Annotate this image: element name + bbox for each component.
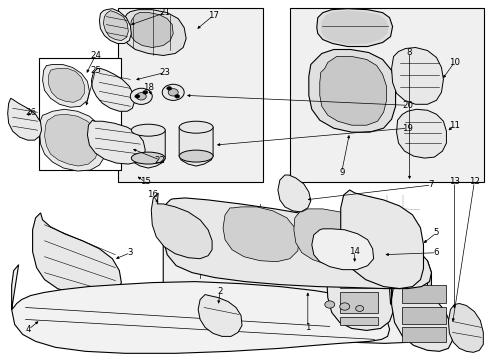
- Polygon shape: [163, 198, 430, 289]
- Circle shape: [324, 301, 334, 308]
- Polygon shape: [33, 213, 121, 298]
- Bar: [401, 328, 446, 342]
- Text: 2: 2: [217, 287, 223, 296]
- Polygon shape: [44, 114, 98, 166]
- Circle shape: [355, 306, 363, 311]
- Polygon shape: [87, 120, 145, 164]
- Bar: [339, 318, 377, 325]
- Polygon shape: [326, 256, 393, 330]
- Ellipse shape: [179, 121, 213, 133]
- Text: 14: 14: [348, 247, 360, 256]
- Polygon shape: [163, 240, 430, 343]
- Text: 20: 20: [401, 101, 412, 110]
- Polygon shape: [447, 303, 482, 352]
- Polygon shape: [130, 13, 173, 48]
- Polygon shape: [320, 11, 388, 45]
- Polygon shape: [123, 10, 186, 55]
- Text: 16: 16: [146, 190, 158, 199]
- Circle shape: [136, 93, 146, 100]
- Circle shape: [162, 84, 184, 100]
- Text: 22: 22: [154, 156, 165, 165]
- Circle shape: [339, 303, 349, 310]
- Polygon shape: [389, 250, 451, 351]
- Polygon shape: [198, 294, 242, 336]
- Text: 23: 23: [160, 68, 170, 77]
- Polygon shape: [311, 229, 373, 270]
- Text: 25: 25: [90, 66, 101, 75]
- Text: 7: 7: [428, 180, 433, 189]
- Polygon shape: [8, 98, 41, 140]
- Ellipse shape: [131, 152, 165, 164]
- Text: 13: 13: [448, 177, 459, 186]
- Ellipse shape: [179, 150, 213, 162]
- Polygon shape: [131, 130, 165, 168]
- Polygon shape: [12, 265, 389, 353]
- Circle shape: [168, 89, 178, 96]
- Text: 15: 15: [140, 177, 150, 186]
- Circle shape: [130, 88, 152, 104]
- Polygon shape: [91, 68, 134, 111]
- Polygon shape: [223, 207, 298, 262]
- Polygon shape: [151, 193, 212, 259]
- Polygon shape: [396, 109, 446, 158]
- Bar: [401, 285, 446, 302]
- Circle shape: [174, 94, 179, 98]
- Text: 18: 18: [142, 83, 153, 92]
- Polygon shape: [103, 11, 128, 41]
- Bar: [289, 8, 483, 182]
- Polygon shape: [40, 109, 105, 171]
- Polygon shape: [391, 48, 443, 104]
- Text: 11: 11: [448, 121, 459, 130]
- Text: 21: 21: [160, 8, 170, 17]
- Polygon shape: [308, 50, 395, 132]
- Polygon shape: [99, 9, 131, 44]
- Polygon shape: [319, 57, 386, 125]
- Circle shape: [135, 94, 140, 98]
- Bar: [118, 8, 263, 182]
- Text: 10: 10: [448, 58, 459, 67]
- Circle shape: [142, 90, 147, 94]
- Polygon shape: [42, 64, 89, 107]
- Polygon shape: [277, 175, 310, 212]
- Polygon shape: [48, 68, 84, 102]
- Text: 4: 4: [26, 325, 31, 334]
- Bar: [39, 58, 121, 170]
- Text: 1: 1: [305, 323, 310, 332]
- Text: 3: 3: [127, 248, 133, 257]
- Text: 26: 26: [25, 108, 36, 117]
- Polygon shape: [340, 190, 423, 289]
- Bar: [401, 306, 446, 324]
- Bar: [339, 266, 377, 288]
- Text: 17: 17: [207, 11, 218, 20]
- Polygon shape: [427, 261, 430, 327]
- Text: 24: 24: [90, 51, 101, 60]
- Text: 9: 9: [338, 167, 344, 176]
- Polygon shape: [316, 9, 392, 46]
- Text: 5: 5: [433, 228, 438, 237]
- Polygon shape: [293, 209, 374, 267]
- Ellipse shape: [131, 124, 165, 136]
- Polygon shape: [179, 127, 213, 166]
- Circle shape: [166, 86, 171, 90]
- Bar: [339, 292, 377, 314]
- Text: 19: 19: [401, 124, 412, 133]
- Text: 6: 6: [433, 248, 438, 257]
- Text: 12: 12: [468, 177, 479, 186]
- Text: 8: 8: [406, 48, 411, 57]
